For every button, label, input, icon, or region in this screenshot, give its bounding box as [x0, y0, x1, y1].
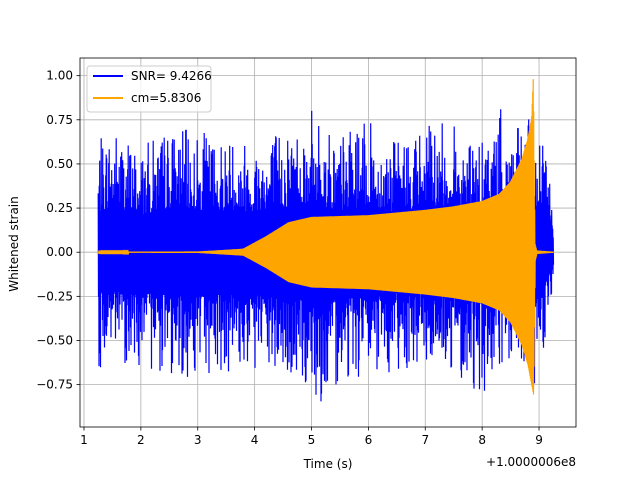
- x-tick-label: 2: [137, 433, 145, 447]
- x-tick-label: 8: [478, 433, 486, 447]
- y-tick-label: 1.00: [46, 69, 73, 83]
- y-tick-label: 0.75: [46, 113, 73, 127]
- y-axis-label: Whitened strain: [7, 196, 21, 292]
- x-tick-label: 6: [365, 433, 373, 447]
- legend-box: [86, 65, 212, 113]
- x-tick-label: 1: [80, 433, 88, 447]
- x-offset-label: +1.0000006e8: [486, 455, 576, 469]
- y-tick-label: −0.50: [36, 333, 73, 347]
- ticks: 1 2 3 4 5 6 7 8 9 −0.75 −0.50 −0.25 0.00 0.25 0.50 0.75…: [36, 69, 543, 447]
- series-layer: [97, 79, 555, 402]
- y-tick-label: 0.25: [46, 201, 73, 215]
- y-tick-label: 0.00: [46, 245, 73, 259]
- x-axis-label: Time (s): [303, 457, 353, 471]
- x-tick-label: 9: [535, 433, 543, 447]
- y-tick-label: −0.75: [36, 378, 73, 392]
- legend-label-cm: cm=5.8306: [131, 91, 201, 105]
- x-tick-label: 3: [194, 433, 202, 447]
- x-tick-label: 7: [421, 433, 429, 447]
- legend-label-snr: SNR= 9.4266: [131, 69, 212, 83]
- y-tick-label: −0.25: [36, 289, 73, 303]
- x-tick-label: 4: [251, 433, 259, 447]
- x-tick-label: 5: [308, 433, 316, 447]
- plot-area: 1 2 3 4 5 6 7 8 9 −0.75 −0.50 −0.25 0.00 0.25 0.50 0.75…: [36, 57, 577, 447]
- y-tick-label: 0.50: [46, 157, 73, 171]
- legend: SNR= 9.4266 cm=5.8306: [86, 65, 212, 113]
- axes-frame: [79, 57, 577, 428]
- series-line-1: [97, 79, 555, 395]
